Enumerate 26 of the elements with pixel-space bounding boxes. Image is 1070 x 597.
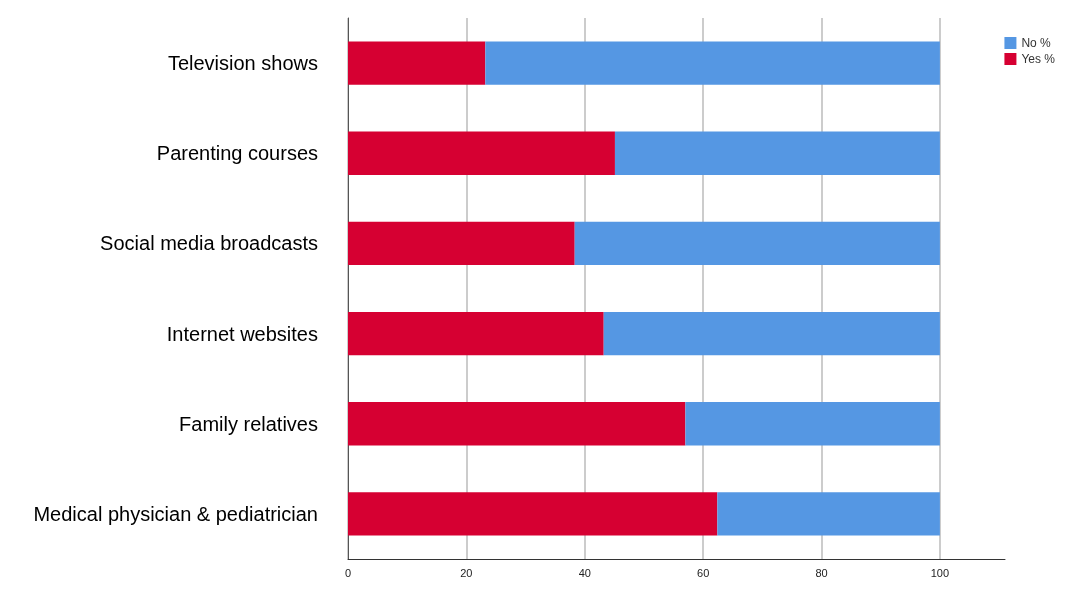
bar [348, 311, 604, 356]
bar [485, 41, 940, 85]
x-tick-label: 60 [697, 566, 710, 579]
bar [348, 492, 718, 536]
x-tick-label: 0 [344, 566, 352, 579]
y-tick-label: Internet websites [166, 322, 318, 345]
bar [614, 131, 940, 175]
bar [603, 311, 940, 356]
x-tick-label: 40 [578, 566, 591, 579]
bar [348, 221, 575, 266]
y-tick-label: Family relatives [179, 412, 318, 435]
y-tick-label: Parenting courses [156, 142, 318, 165]
x-tick-label: 20 [460, 566, 473, 579]
legend-label: No % [1021, 36, 1052, 50]
x-tick-label: 80 [815, 566, 828, 579]
legend-label: Yes % [1021, 52, 1056, 66]
bar [685, 402, 940, 446]
bar [574, 221, 940, 266]
y-tick-label: Television shows [167, 52, 318, 75]
bar [348, 41, 486, 85]
bar [717, 492, 940, 536]
x-tick-label: 100 [930, 566, 950, 579]
y-tick-label: Social media broadcasts [100, 232, 318, 255]
bar [348, 131, 615, 175]
y-tick-label: Medical physician & pediatrician [33, 502, 318, 525]
bar [348, 402, 686, 446]
